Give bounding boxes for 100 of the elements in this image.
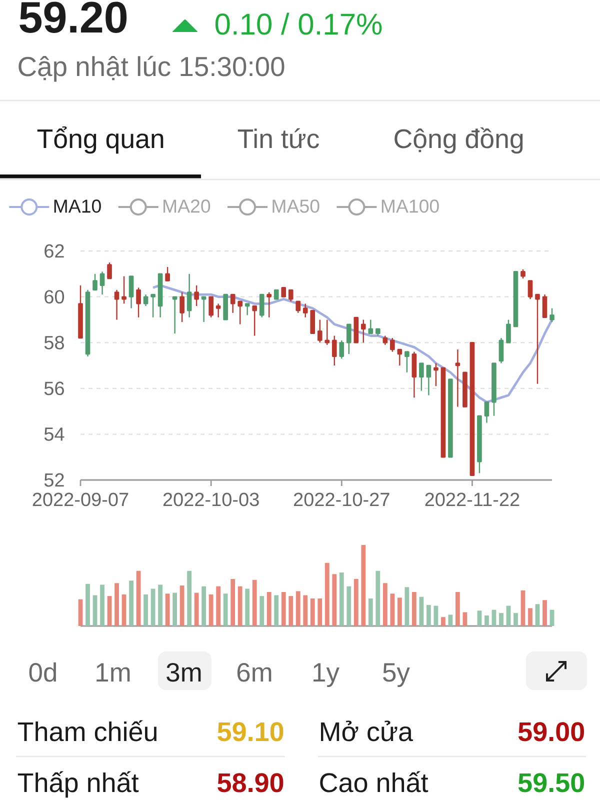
bar [281,592,286,626]
bar [440,617,446,626]
bar [462,612,468,626]
candlestick [128,276,134,309]
bar [296,591,300,626]
bar [456,592,460,626]
candlestick [302,303,308,318]
candlestick [484,402,490,424]
candlestick [332,335,337,366]
text: 0d [29,662,56,682]
candlestick [266,292,272,318]
bar [368,598,373,626]
candlestick [492,362,496,416]
text: 6m [237,663,272,682]
candlestick [230,294,236,314]
bar [252,580,257,626]
candlestick [172,296,178,334]
bar [136,570,141,626]
candlestick [375,328,380,336]
text: 0.10 / 0.17% [215,12,382,35]
legend-label: MA50 [272,200,320,213]
bar [506,606,511,626]
bar [528,608,532,626]
bar [434,606,438,626]
candlestick [390,337,395,352]
text: Tổng quan [37,126,164,154]
candlestick [528,280,533,300]
candlestick [470,342,475,476]
bar [390,594,395,626]
candlestick [296,300,301,314]
bar [520,590,526,626]
bar [150,588,156,626]
candlestick [477,415,482,474]
bar [288,596,294,626]
bar [382,583,388,626]
candlestick [158,273,163,318]
x-tick-label: 2022-10-03 [163,492,259,506]
legend-label: MA100 [382,200,439,213]
candlestick [310,310,316,334]
candlestick [244,303,250,316]
y-tick-label: 60 [44,290,64,304]
candlestick [448,378,453,458]
bar [78,599,83,626]
candlestick [281,287,286,298]
candlestick [150,294,156,318]
candlestick [397,348,402,366]
candlestick [440,367,446,458]
bar [266,592,272,626]
bar [223,594,228,626]
candlestick [498,337,504,364]
bar [158,584,162,626]
bar [376,570,380,626]
x-tick-label: 2022-11-22 [425,492,520,506]
candlestick [223,294,228,320]
candlestick [550,308,554,323]
bar [129,580,134,626]
y-tick-label: 52 [44,473,64,487]
candlestick [100,271,105,296]
text: Cao nhất [320,771,428,792]
text: 59.50 [518,773,584,792]
bar [100,584,104,626]
bar [194,592,199,626]
bar [448,614,453,626]
bar [492,610,496,626]
bar [324,562,330,626]
candlestick [208,296,214,318]
text: 59.10 [218,722,284,742]
bar [92,595,98,626]
candlestick [506,319,511,344]
candlestick [143,294,148,307]
y-tick-label: 56 [44,382,64,396]
candlestick [360,319,366,344]
candlestick [259,294,264,318]
bar [245,588,250,626]
candlestick [216,303,221,318]
candlestick [114,289,120,320]
candlestick [426,364,432,396]
bar [274,595,279,626]
candlestick [434,362,438,387]
text: 59.00 [518,722,584,742]
bar [535,604,540,626]
bar [514,613,518,626]
bar [122,594,126,626]
text: 59.20 [20,2,127,33]
x-tick-label: 2022-09-07 [32,492,128,506]
bar [165,594,170,626]
bar [404,587,410,626]
text: Tin tức [238,128,319,148]
candlestick [354,316,359,344]
bar [230,579,236,626]
bar [426,604,431,626]
candlestick [274,289,279,300]
candlestick [346,324,352,355]
candlestick [238,300,242,325]
bar [208,594,214,626]
candlestick [419,362,424,392]
candlestick [412,351,417,398]
bar [397,598,402,626]
candlestick [382,335,388,346]
bar [86,584,90,626]
